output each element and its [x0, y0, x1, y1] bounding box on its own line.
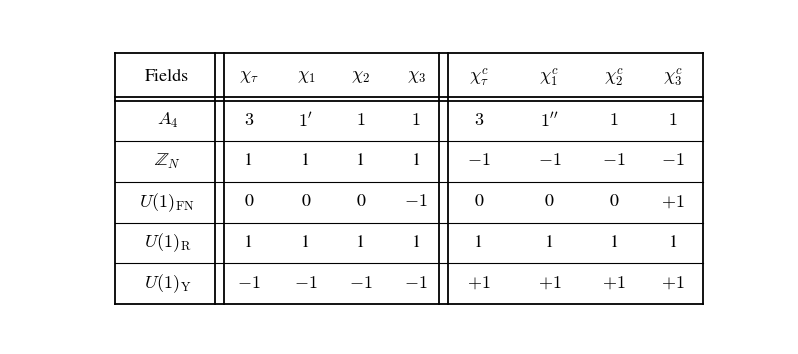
Text: 1: 1 — [669, 235, 678, 251]
Text: 1: 1 — [302, 235, 310, 251]
Text: $-1$: $-1$ — [467, 153, 491, 170]
Text: $\chi_{3}$: $\chi_{3}$ — [406, 69, 425, 85]
Text: $-1$: $-1$ — [405, 276, 428, 292]
Text: $-1$: $-1$ — [602, 153, 626, 170]
Text: 1: 1 — [244, 235, 254, 251]
Text: 0: 0 — [302, 194, 310, 210]
Text: $U(1)_{\mathrm{R}}$: $U(1)_{\mathrm{R}}$ — [144, 232, 191, 255]
Text: $-1$: $-1$ — [662, 153, 685, 170]
Text: $+1$: $+1$ — [662, 194, 685, 211]
Text: $\mathbf{3}$: $\mathbf{3}$ — [243, 112, 254, 129]
Text: $\chi_{1}^{c}$: $\chi_{1}^{c}$ — [539, 66, 559, 88]
Text: 1: 1 — [474, 235, 484, 251]
Text: $\mathbf{3}$: $\mathbf{3}$ — [474, 112, 484, 129]
Text: $\chi_{2}^{c}$: $\chi_{2}^{c}$ — [604, 66, 624, 88]
Text: 1: 1 — [545, 235, 554, 251]
Text: 0: 0 — [244, 194, 253, 210]
Text: 1: 1 — [357, 153, 365, 170]
Text: $+1$: $+1$ — [467, 275, 491, 292]
Text: $\chi_{2}$: $\chi_{2}$ — [351, 69, 370, 85]
Text: $\mathbb{Z}_N$: $\mathbb{Z}_N$ — [154, 152, 180, 171]
Text: $\mathbf{1}$: $\mathbf{1}$ — [669, 112, 678, 129]
Text: 1: 1 — [412, 153, 421, 170]
Text: 1: 1 — [302, 153, 310, 170]
Text: $+1$: $+1$ — [662, 275, 685, 292]
Text: $-1$: $-1$ — [405, 194, 428, 210]
Text: 1: 1 — [244, 153, 254, 170]
Text: 0: 0 — [610, 194, 618, 210]
Text: $\mathbf{1}$: $\mathbf{1}$ — [610, 112, 619, 129]
Text: $+1$: $+1$ — [538, 275, 561, 292]
Text: 1: 1 — [357, 235, 365, 251]
Text: $-1$: $-1$ — [350, 276, 373, 292]
Text: Fields: Fields — [145, 69, 189, 85]
Text: $\chi_{1}$: $\chi_{1}$ — [297, 69, 315, 85]
Text: $\mathbf{1}$: $\mathbf{1}$ — [356, 112, 365, 129]
Text: $\mathbf{1}'$: $\mathbf{1}'$ — [298, 111, 314, 130]
Text: $-1$: $-1$ — [237, 276, 261, 292]
Text: $\chi_{\tau}$: $\chi_{\tau}$ — [239, 69, 259, 85]
Text: $\chi_{\tau}^{c}$: $\chi_{\tau}^{c}$ — [469, 66, 488, 88]
Text: 0: 0 — [357, 194, 365, 210]
Text: 0: 0 — [545, 194, 554, 210]
Text: $\mathbf{1}''$: $\mathbf{1}''$ — [540, 111, 559, 130]
Text: $A_4$: $A_4$ — [156, 111, 178, 130]
Text: $+1$: $+1$ — [602, 275, 626, 292]
Text: 0: 0 — [474, 194, 484, 210]
Text: 1: 1 — [412, 235, 421, 251]
Text: $\mathbf{1}$: $\mathbf{1}$ — [411, 112, 421, 129]
Text: $-1$: $-1$ — [538, 153, 561, 170]
Text: $\chi_{3}^{c}$: $\chi_{3}^{c}$ — [663, 66, 683, 88]
Text: $U(1)_{\mathrm{Y}}$: $U(1)_{\mathrm{Y}}$ — [144, 273, 191, 295]
Text: $-1$: $-1$ — [294, 276, 318, 292]
Text: 1: 1 — [610, 235, 618, 251]
Text: $U(1)_{\mathrm{FN}}$: $U(1)_{\mathrm{FN}}$ — [140, 191, 195, 213]
